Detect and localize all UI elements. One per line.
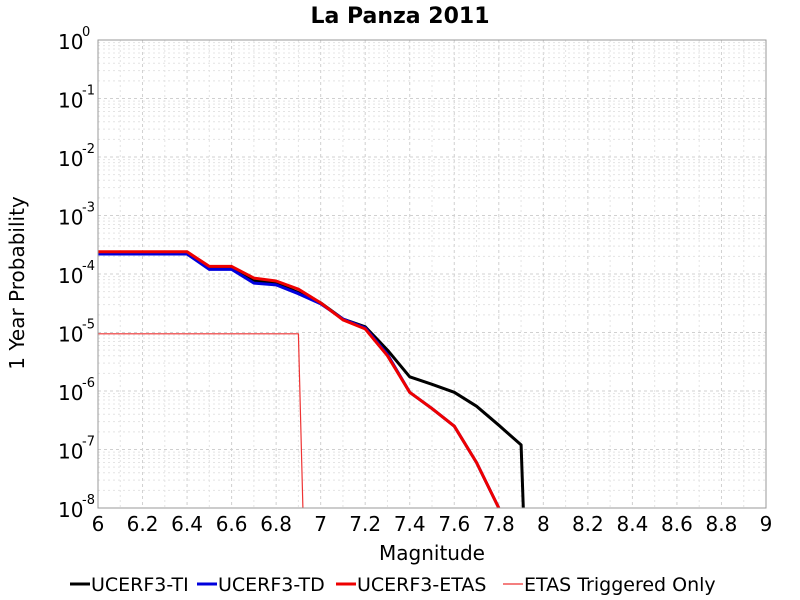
legend-label: UCERF3-ETAS xyxy=(357,574,486,596)
x-tick-label: 8 xyxy=(537,512,550,536)
x-tick-label: 7.8 xyxy=(483,512,515,536)
legend-item: UCERF3-TD xyxy=(197,574,325,596)
y-tick-base: 10 xyxy=(58,89,83,113)
x-tick-labels: 6 6.2 6.4 6.6 6.8 7 7.2 7.4 7.6 7.8 8 8.2 8.4 8.6 8.8 9 xyxy=(92,512,773,536)
legend-label: UCERF3-TD xyxy=(218,574,325,596)
x-tick-label: 6.8 xyxy=(260,512,292,536)
y-tick-exponent: -8 xyxy=(82,493,95,508)
grid xyxy=(97,39,767,509)
x-tick-label: 7.6 xyxy=(438,512,470,536)
y-tick-exponent: -3 xyxy=(82,201,95,216)
x-tick-label: 6.6 xyxy=(216,512,248,536)
chart-title: La Panza 2011 xyxy=(310,4,489,29)
y-tick-label: 10-2 xyxy=(58,142,95,171)
legend-item: UCERF3-ETAS xyxy=(336,574,486,596)
y-tick-exponent: -5 xyxy=(82,318,95,333)
x-tick-label: 6.4 xyxy=(171,512,203,536)
x-tick-label: 8.2 xyxy=(572,512,604,536)
y-axis-label: 1 Year Probability xyxy=(5,196,29,370)
plot-border xyxy=(97,39,767,509)
y-tick-label: 100 xyxy=(58,25,90,54)
legend: UCERF3-TI UCERF3-TD UCERF3-ETAS ETAS Trigge… xyxy=(70,574,716,596)
series-line-3 xyxy=(98,333,304,508)
y-tick-label: 10-7 xyxy=(58,435,95,464)
x-tick-label: 6.2 xyxy=(127,512,159,536)
y-tick-base: 10 xyxy=(58,498,83,522)
y-tick-label: 10-8 xyxy=(58,493,95,522)
y-tick-label: 10-1 xyxy=(58,84,95,113)
y-tick-base: 10 xyxy=(58,206,83,230)
y-tick-label: 10-4 xyxy=(58,259,95,288)
x-tick-label: 7.4 xyxy=(394,512,426,536)
y-tick-exponent: 0 xyxy=(82,25,90,40)
legend-item: UCERF3-TI xyxy=(70,574,189,596)
y-tick-exponent: -7 xyxy=(82,435,95,450)
y-tick-base: 10 xyxy=(58,264,83,288)
x-tick-label: 8.8 xyxy=(706,512,738,536)
y-tick-label: 10-3 xyxy=(58,201,95,230)
y-tick-base: 10 xyxy=(58,381,83,405)
y-tick-label: 10-5 xyxy=(58,318,95,347)
y-tick-base: 10 xyxy=(58,30,83,54)
legend-label: UCERF3-TI xyxy=(91,574,189,596)
y-tick-label: 10-6 xyxy=(58,376,95,405)
y-tick-base: 10 xyxy=(58,147,83,171)
x-tick-label: 7.2 xyxy=(349,512,381,536)
legend-label: ETAS Triggered Only xyxy=(524,574,716,596)
series-line-2 xyxy=(98,250,501,508)
x-tick-label: 8.4 xyxy=(616,512,648,536)
legend-item: ETAS Triggered Only xyxy=(503,574,716,596)
y-tick-exponent: -1 xyxy=(82,84,95,99)
series-lines xyxy=(98,250,525,508)
x-axis-label: Magnitude xyxy=(379,541,485,565)
y-tick-exponent: -2 xyxy=(82,142,95,157)
y-tick-base: 10 xyxy=(58,323,83,347)
x-tick-label: 7 xyxy=(314,512,327,536)
x-tick-label: 6 xyxy=(92,512,105,536)
x-tick-label: 9 xyxy=(760,512,773,536)
y-tick-exponent: -4 xyxy=(82,259,95,274)
y-tick-base: 10 xyxy=(58,440,83,464)
x-tick-label: 8.6 xyxy=(661,512,693,536)
y-tick-exponent: -6 xyxy=(82,376,95,391)
